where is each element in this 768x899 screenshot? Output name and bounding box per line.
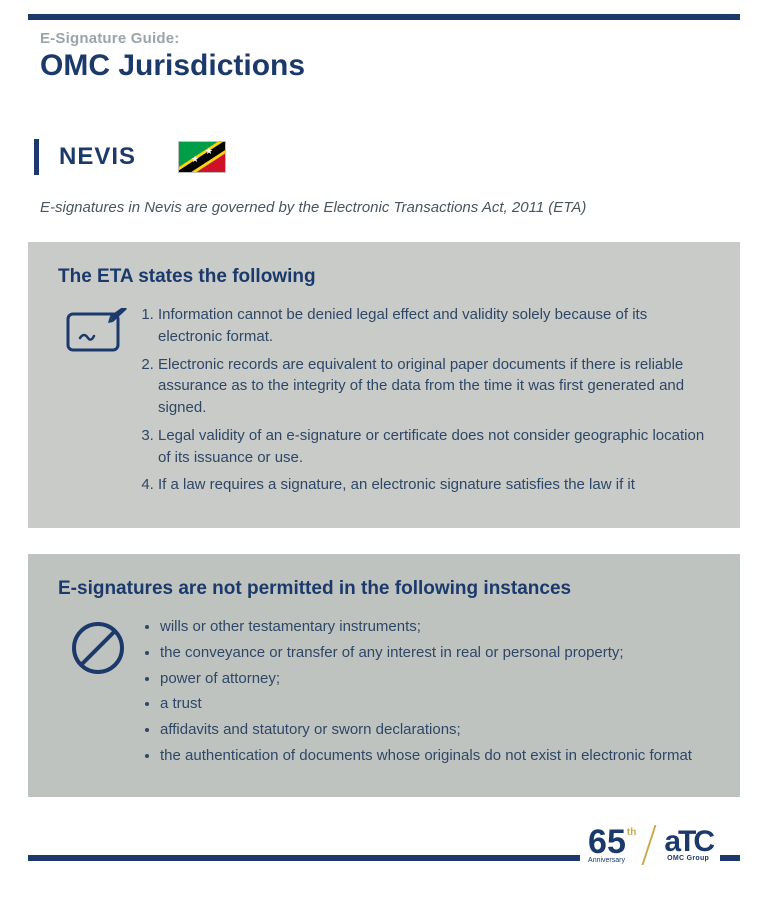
list-item: If a law requires a signature, an electr…	[158, 474, 710, 496]
section-eta-title: The ETA states the following	[58, 266, 710, 288]
slash-divider	[640, 827, 660, 863]
anniversary-label: Anniversary	[588, 857, 636, 864]
section-not-permitted: E-signatures are not permitted in the fo…	[28, 554, 740, 797]
list-item: Legal validity of an e-signature or cert…	[158, 425, 710, 469]
list-item: wills or other testamentary instruments;	[160, 616, 710, 638]
list-item: a trust	[160, 693, 710, 715]
anniversary-number: 65	[588, 825, 626, 859]
list-item: affidavits and statutory or sworn declar…	[160, 719, 710, 741]
accent-bar	[34, 139, 39, 175]
footer-logo: 65 th Anniversary aTC OMC Group	[580, 825, 720, 864]
list-item: Information cannot be denied legal effec…	[158, 304, 710, 348]
list-item: power of attorney;	[160, 668, 710, 690]
section-eta: The ETA states the following Information…	[28, 242, 740, 528]
omc-mark-icon: aTC	[664, 828, 712, 855]
country-row: NEVIS ★ ★	[34, 139, 768, 175]
section-not-permitted-title: E-signatures are not permitted in the fo…	[58, 578, 710, 600]
flag-icon: ★ ★	[178, 141, 226, 173]
anniversary-suffix: th	[627, 828, 636, 838]
not-permitted-list: wills or other testamentary instruments;…	[138, 616, 710, 767]
pre-title: E-Signature Guide:	[40, 30, 728, 47]
tablet-signature-icon	[58, 304, 138, 356]
main-title: OMC Jurisdictions	[40, 49, 728, 83]
prohibited-icon	[58, 616, 138, 676]
header: E-Signature Guide: OMC Jurisdictions	[0, 20, 768, 83]
intro-text: E-signatures in Nevis are governed by th…	[40, 199, 768, 216]
list-item: Electronic records are equivalent to ori…	[158, 354, 710, 419]
list-item: the authentication of documents whose or…	[160, 745, 710, 767]
eta-list: Information cannot be denied legal effec…	[138, 304, 710, 496]
omc-group-label: OMC Group	[667, 855, 709, 862]
list-item: the conveyance or transfer of any intere…	[160, 642, 710, 664]
footer: 65 th Anniversary aTC OMC Group	[0, 855, 768, 861]
country-name: NEVIS	[59, 143, 136, 171]
